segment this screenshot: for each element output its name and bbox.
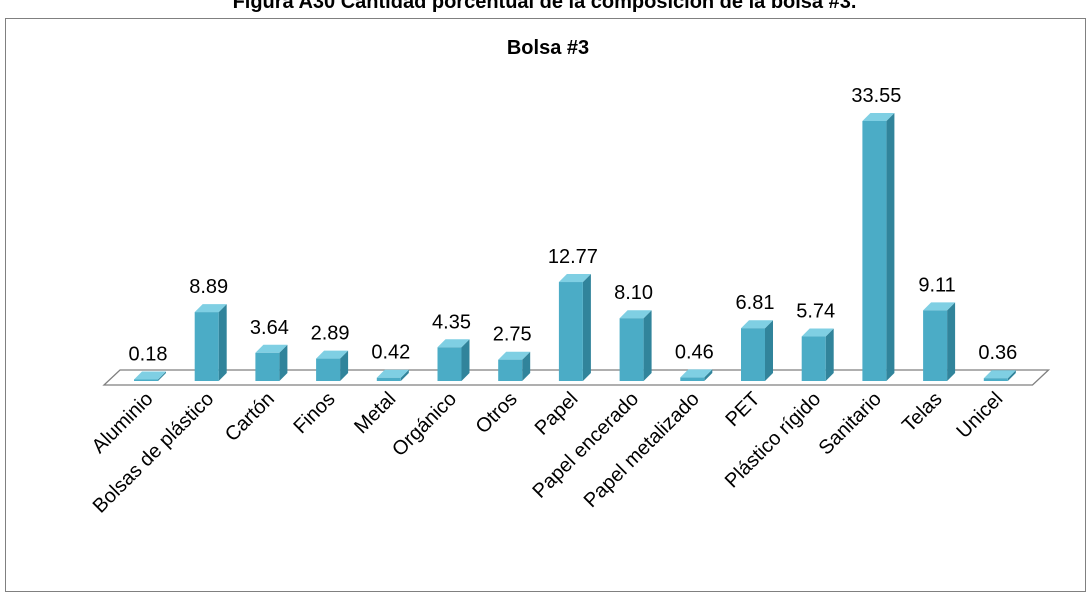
data-label: 4.35 [432, 311, 471, 333]
bar-top [680, 369, 713, 378]
bar-side [1007, 370, 1016, 381]
bar [619, 310, 652, 381]
category-label: Papel metalizado [580, 388, 704, 512]
bar-front [680, 377, 705, 381]
bar-front [194, 312, 219, 381]
bar-side [886, 113, 895, 381]
bar [558, 274, 591, 381]
bar [255, 344, 288, 381]
bar-side [340, 350, 349, 381]
category-label: Cartón [221, 388, 279, 446]
bar-top [316, 350, 349, 359]
bar [862, 113, 895, 381]
bar-front [923, 310, 948, 381]
bar-side [522, 351, 531, 381]
category-label: Telas [898, 388, 947, 437]
figure-caption: Figura A30 Cantidad porcentual de la com… [232, 0, 857, 13]
data-label: 8.89 [189, 276, 228, 298]
bar-side [279, 344, 288, 381]
bar [316, 350, 349, 381]
bar [498, 351, 531, 381]
category-label: PET [721, 388, 764, 431]
bar [680, 369, 713, 381]
bar-top [983, 370, 1016, 379]
bar-side [218, 304, 227, 381]
bar-top [194, 304, 227, 313]
data-label: 8.10 [614, 282, 653, 304]
chart-frame [5, 18, 1086, 592]
bar-front [741, 328, 765, 381]
category-label: Otros [472, 388, 522, 438]
category-label: Orgánico [388, 388, 461, 461]
bar-top [255, 344, 288, 353]
data-label: 0.42 [371, 342, 410, 364]
category-label: Sanitario [815, 388, 886, 459]
bar [923, 302, 956, 381]
bar [801, 328, 834, 381]
category-label: Papel encerado [529, 388, 644, 503]
data-label: 2.75 [493, 324, 532, 346]
data-label: 5.74 [796, 301, 835, 323]
bar-front [801, 336, 826, 381]
bar-side [947, 302, 956, 381]
bar-top [498, 351, 531, 360]
bar-front [862, 121, 887, 381]
bar [437, 339, 470, 381]
data-label: 0.36 [978, 342, 1017, 364]
bar-top [923, 302, 956, 311]
bar-front [437, 347, 462, 381]
bar-side [765, 320, 773, 381]
bar-front [558, 282, 583, 381]
bar-side [582, 274, 591, 381]
category-label: Finos [289, 388, 339, 438]
bar-top [134, 371, 166, 380]
data-label: 0.18 [129, 344, 168, 366]
bar-front [498, 359, 523, 381]
bar [983, 370, 1016, 381]
category-label: Metal [350, 388, 400, 438]
bar-side [704, 369, 713, 381]
category-label: Papel [531, 388, 583, 440]
bar-side [158, 371, 166, 381]
bar-front [316, 358, 341, 381]
bar-side [643, 310, 652, 381]
bar [376, 369, 409, 381]
bar-side [461, 339, 470, 381]
data-labels: 0.18 8.89 3.64 2.89 0.42 4.35 2.75 12.77 8.10 0.4… [129, 85, 1018, 366]
bar-top [437, 339, 470, 348]
bar-front [619, 318, 644, 381]
data-label: 3.64 [250, 317, 289, 339]
bar-top [801, 328, 834, 337]
data-label: 0.46 [675, 341, 714, 363]
bar [194, 304, 227, 381]
category-label: Unicel [952, 388, 1007, 443]
chart-title: Bolsa #3 [507, 37, 589, 59]
bar-front [134, 379, 158, 381]
data-label: 33.55 [851, 85, 901, 107]
bar [134, 371, 166, 381]
bar-series [134, 113, 1016, 381]
bar-top [741, 320, 773, 329]
data-label: 6.81 [736, 292, 775, 314]
data-label: 9.11 [918, 274, 955, 296]
bar-top [862, 113, 895, 121]
bar-front [983, 378, 1008, 381]
bar-top [558, 274, 591, 283]
data-label: 2.89 [311, 323, 350, 345]
bar-top [376, 369, 409, 378]
data-label: 12.77 [548, 246, 598, 268]
bar-top [619, 310, 652, 319]
bar [741, 320, 773, 381]
bar-side [400, 369, 409, 381]
bar-front [255, 352, 280, 381]
bar-side [825, 328, 834, 381]
bar-front [376, 377, 401, 381]
